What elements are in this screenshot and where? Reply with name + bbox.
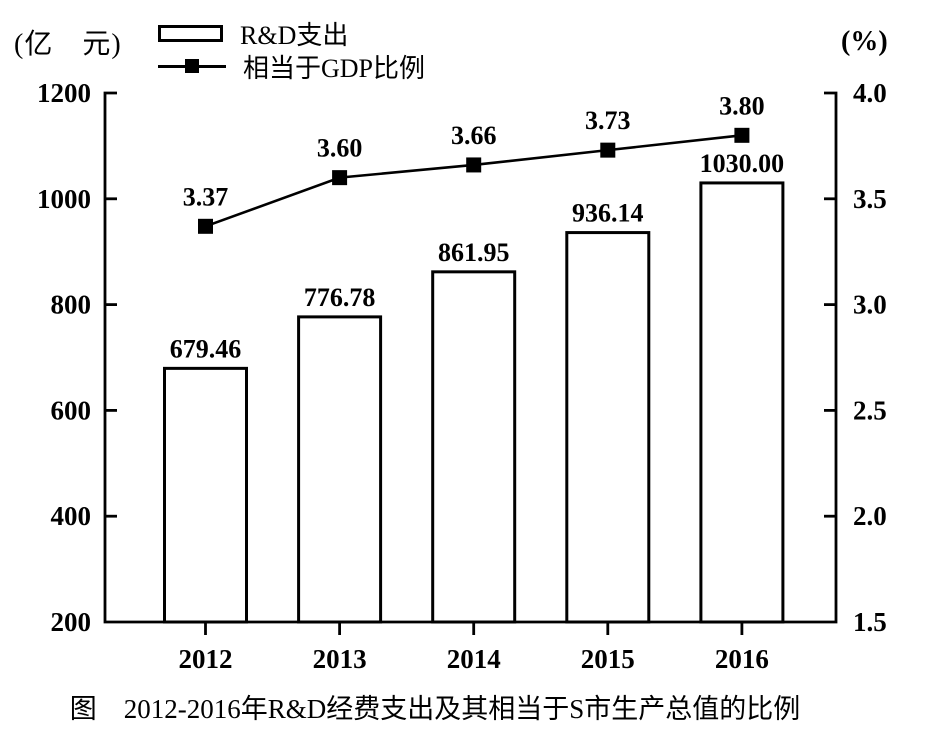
bar-value-label-2016: 1030.00 <box>700 149 785 178</box>
legend-label-bar: R&D支出 <box>240 20 349 50</box>
left-axis-tick-label: 800 <box>51 290 92 320</box>
bar-value-label-2015: 936.14 <box>572 199 644 228</box>
bars-group <box>163 181 785 624</box>
line-value-label-2012: 3.37 <box>183 182 229 211</box>
legend-item-line: 相当于GDP比例 <box>158 53 425 83</box>
left-axis-unit-label: (亿 元) <box>14 29 122 60</box>
left-axis-tick-label: 400 <box>51 501 92 531</box>
bar-swatch-icon <box>158 24 223 42</box>
left-axis-tick-label: 600 <box>51 395 92 425</box>
x-axis-label-2013: 2013 <box>313 644 367 674</box>
line-group <box>198 127 750 234</box>
line-marker-2013 <box>332 170 348 186</box>
bar-value-label-2012: 679.46 <box>170 334 242 363</box>
left-axis-tick-label: 200 <box>51 607 92 637</box>
bar-value-label-2013: 776.78 <box>304 283 376 312</box>
right-axis-tick-label: 1.5 <box>853 607 887 637</box>
right-axis-tick-label: 3.0 <box>853 290 887 320</box>
line-swatch-icon <box>158 58 226 73</box>
line-value-label-2016: 3.80 <box>719 91 765 120</box>
labels-group: 200 400 600 800 1000 1200 1.5 2.0 2.5 3.0 3.5 4.0 67… <box>37 78 887 674</box>
bar-2013 <box>297 315 383 624</box>
right-axis-tick-label: 2.0 <box>853 501 887 531</box>
square-marker-icon <box>185 58 199 73</box>
legend-item-bar: R&D支出 <box>158 20 425 50</box>
x-axis-label-2015: 2015 <box>581 644 635 674</box>
bar-2016 <box>699 181 785 624</box>
figure-caption-text: 图 2012-2016年R&D经费支出及其相当于S市生产总值的比例 <box>69 694 801 724</box>
right-axis-unit-label: (%) <box>841 26 888 57</box>
bar-2014 <box>431 270 517 624</box>
bar-value-label-2014: 861.95 <box>438 238 510 267</box>
legend-label-line: 相当于GDP比例 <box>243 53 426 83</box>
x-axis-label-2016: 2016 <box>715 644 769 674</box>
left-axis-tick-label: 1000 <box>37 184 91 214</box>
right-axis-tick-label: 3.5 <box>853 184 887 214</box>
line-marker-2012 <box>198 218 213 234</box>
left-axis-tick-label: 1200 <box>37 78 91 108</box>
x-axis-label-2014: 2014 <box>447 644 501 674</box>
right-axis-tick-label: 2.5 <box>853 395 887 425</box>
line-value-label-2014: 3.66 <box>451 121 497 150</box>
x-axis-label-2012: 2012 <box>179 644 233 674</box>
line-marker-2015 <box>600 142 616 158</box>
right-axis-tick-label: 4.0 <box>853 78 887 108</box>
line-value-label-2013: 3.60 <box>317 134 363 163</box>
line-marker-2016 <box>734 127 750 143</box>
bar-2012 <box>163 366 248 624</box>
bar-2015 <box>565 231 651 624</box>
legend: R&D支出 相当于GDP比例 <box>158 20 425 86</box>
figure-caption: 图 2012-2016年R&D经费支出及其相当于S市生产总值的比例 <box>0 687 926 726</box>
line-value-label-2015: 3.73 <box>585 106 631 135</box>
line-marker-2014 <box>466 157 482 173</box>
